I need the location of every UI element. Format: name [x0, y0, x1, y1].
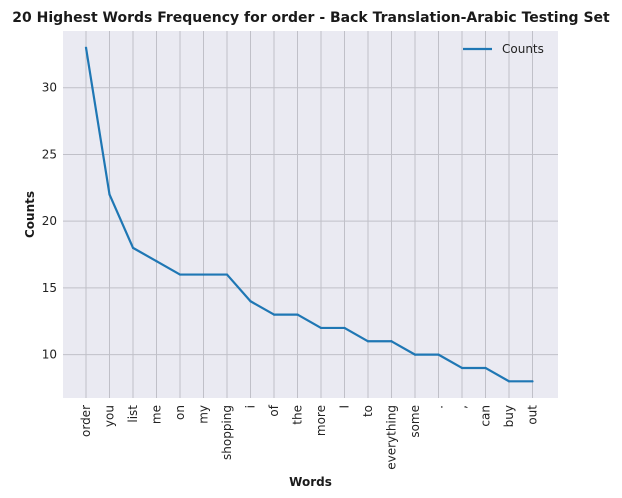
y-tick-label: 15 [42, 281, 57, 295]
data-point [225, 273, 229, 276]
y-tick-label: 10 [42, 348, 57, 362]
legend-label: Counts [502, 42, 544, 56]
data-point [178, 273, 182, 276]
x-tick-label: to [361, 405, 375, 417]
data-point [437, 353, 440, 356]
legend: Counts [463, 42, 544, 56]
x-tick-label: the [291, 405, 305, 425]
x-tick-label: list [126, 405, 140, 423]
x-tick-label: . [432, 405, 446, 409]
x-tick-label: buy [502, 405, 516, 427]
x-tick-label: i [244, 405, 258, 408]
data-point [202, 273, 205, 276]
y-axis-label: Counts [23, 191, 37, 238]
data-point [460, 366, 464, 370]
x-tick-label: everything [385, 405, 399, 470]
y-tick-label: 30 [42, 81, 57, 95]
x-tick-label: more [314, 405, 328, 436]
y-tick-label: 20 [42, 214, 57, 228]
data-point [155, 260, 158, 263]
x-tick-label: I [338, 405, 352, 409]
grid [63, 31, 558, 398]
data-point [366, 340, 370, 343]
data-point [507, 380, 511, 383]
x-tick-label: on [173, 405, 187, 420]
x-tick-label: me [150, 405, 164, 424]
x-tick-label: of [267, 404, 281, 416]
x-tick-label: some [408, 405, 422, 438]
data-point [249, 300, 252, 303]
x-tick-label: you [103, 405, 117, 427]
x-tick-label: my [197, 405, 211, 424]
y-tick-label: 25 [42, 147, 57, 161]
data-point [343, 326, 346, 330]
data-point [390, 340, 393, 343]
data-point [319, 326, 323, 330]
data-point [108, 193, 111, 196]
x-tick-label: order [79, 405, 93, 437]
data-point [272, 313, 276, 316]
x-tick-label: , [455, 405, 469, 409]
plot-area [63, 31, 558, 398]
chart-title: 20 Highest Words Frequency for order - B… [12, 10, 610, 26]
data-point [484, 366, 487, 370]
x-tick-label: can [479, 405, 493, 427]
series [84, 46, 534, 383]
data-point [84, 46, 88, 49]
data-point [413, 353, 417, 356]
data-point [131, 246, 135, 249]
data-point [296, 313, 299, 316]
x-axis-label: Words [289, 475, 332, 489]
series-line [84, 47, 533, 383]
data-point [531, 380, 534, 383]
x-tick-label: out [526, 405, 540, 425]
x-tick-label: shopping [220, 405, 234, 460]
